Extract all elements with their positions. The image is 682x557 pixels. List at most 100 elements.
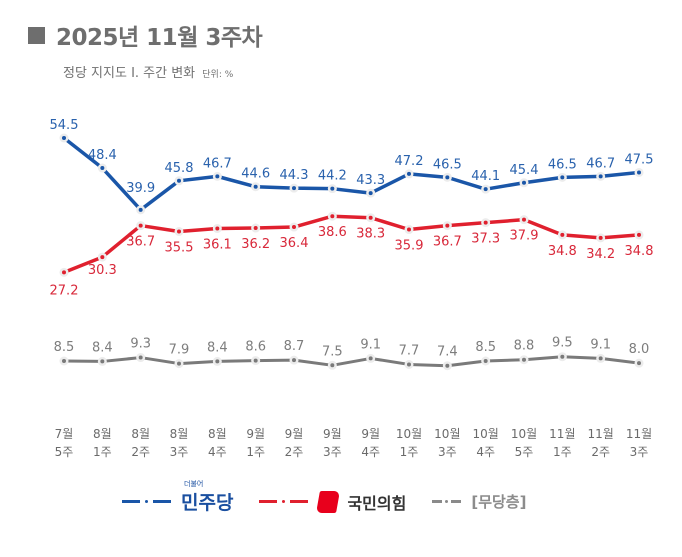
series-line-ppp: [63, 214, 640, 274]
series-ppp: 27.2 30.3 36.7 35.5 36.1 36.2 36.4 38.6 38.3 35.9…: [50, 211, 654, 298]
data-point-dpk: [330, 186, 335, 191]
page-title: 2025년 11월 3주차: [28, 18, 263, 52]
x-tick-week: 2주: [285, 445, 304, 459]
legend-item-none: [무당층]: [432, 491, 526, 512]
data-label-dpk: 43.3: [356, 173, 385, 188]
data-point-ppp: [215, 226, 220, 231]
data-label-dpk: 46.7: [203, 156, 232, 171]
data-point-dpk: [215, 174, 220, 179]
data-label-ppp: 37.9: [510, 229, 539, 244]
x-tick-week: 3주: [630, 445, 649, 459]
data-label-dpk: 47.2: [395, 154, 424, 169]
data-label-none: 8.8: [514, 339, 535, 354]
data-label-none: 9.5: [552, 336, 573, 351]
data-label-dpk: 44.3: [280, 168, 309, 183]
data-label-none: 8.0: [629, 342, 650, 357]
data-point-dpk: [368, 191, 373, 196]
data-label-ppp: 36.1: [203, 238, 232, 253]
data-label-ppp: 36.7: [126, 235, 155, 250]
data-label-dpk: 46.5: [548, 157, 577, 172]
x-tick-month: 11월: [549, 427, 575, 441]
x-tick-month: 7월: [55, 427, 74, 441]
legend-label-none: [무당층]: [471, 493, 527, 511]
x-tick-week: 4주: [476, 445, 495, 459]
data-label-ppp: 34.8: [548, 244, 577, 259]
x-tick-week: 4주: [361, 445, 380, 459]
data-point-ppp: [407, 227, 411, 232]
data-label-ppp: 35.9: [395, 239, 424, 254]
line-chart: 54.5 48.4 39.9 45.8 46.7 44.6 44.3 44.2 43.3 47.2…: [50, 118, 654, 459]
x-tick-month: 8월: [131, 427, 150, 441]
data-label-dpk: 47.5: [625, 152, 654, 167]
data-point-none: [407, 362, 411, 367]
chart-subtitle: 정당 지지도 Ⅰ. 주간 변화 단위: %: [63, 62, 233, 81]
data-point-ppp: [138, 223, 143, 228]
legend-line-none-icon: [432, 500, 462, 503]
x-tick-month: 10월: [473, 427, 499, 441]
data-point-ppp: [100, 255, 105, 260]
x-tick-week: 5주: [515, 445, 534, 459]
data-label-ppp: 27.2: [50, 283, 79, 298]
data-label-none: 8.6: [245, 340, 266, 355]
data-label-none: 9.1: [590, 337, 611, 352]
data-label-ppp: 38.6: [318, 225, 347, 240]
data-point-none: [598, 356, 603, 361]
x-tick-month: 10월: [396, 427, 422, 441]
subtitle-text: 정당 지지도 Ⅰ. 주간 변화: [63, 66, 196, 81]
legend-item-dpk: 더불어 민주당: [122, 480, 233, 515]
data-label-none: 7.5: [322, 344, 343, 359]
title-text: 2025년 11월 3주차: [56, 25, 263, 51]
data-point-ppp: [62, 270, 66, 275]
x-tick-month: 10월: [434, 427, 460, 441]
data-label-ppp: 34.8: [625, 244, 654, 259]
data-point-dpk: [292, 186, 296, 191]
legend-label-dpk: 더불어 민주당: [181, 480, 233, 515]
data-point-none: [100, 359, 105, 364]
data-point-dpk: [100, 166, 105, 171]
legend-item-ppp: 국민의힘: [259, 490, 406, 514]
data-label-ppp: 38.3: [356, 227, 385, 242]
data-point-dpk: [560, 175, 565, 180]
legend-line-ppp-icon: [259, 500, 309, 503]
data-point-ppp: [253, 226, 258, 231]
data-label-none: 7.4: [437, 345, 458, 360]
data-label-ppp: 36.4: [280, 236, 309, 251]
x-tick-week: 1주: [246, 445, 265, 459]
series-dpk: 54.5 48.4 39.9 45.8 46.7 44.6 44.3 44.2 43.3 47.2…: [50, 118, 654, 215]
data-label-none: 8.7: [284, 339, 305, 354]
data-point-none: [177, 361, 181, 366]
legend-label-ppp: 국민의힘: [316, 490, 407, 514]
x-tick-month: 10월: [511, 427, 537, 441]
data-point-none: [637, 361, 641, 366]
x-tick-week: 2주: [591, 445, 610, 459]
data-point-ppp: [330, 214, 335, 219]
data-label-dpk: 45.4: [510, 163, 539, 178]
data-point-ppp: [637, 232, 641, 237]
data-point-ppp: [292, 225, 296, 230]
legend-label-ppp-text: 국민의힘: [347, 493, 407, 513]
data-point-dpk: [407, 171, 411, 176]
data-point-none: [368, 356, 373, 361]
data-point-dpk: [177, 178, 181, 183]
data-point-dpk: [445, 175, 450, 180]
data-label-dpk: 45.8: [165, 161, 194, 176]
x-tick-week: 3주: [170, 445, 189, 459]
data-label-dpk: 54.5: [50, 118, 79, 133]
data-point-none: [292, 358, 296, 363]
data-point-ppp: [445, 223, 450, 228]
data-point-ppp: [560, 232, 565, 237]
x-tick-week: 3주: [323, 445, 342, 459]
data-label-dpk: 44.1: [471, 169, 500, 184]
data-label-none: 7.7: [399, 343, 420, 358]
data-point-ppp: [483, 220, 488, 225]
data-point-none: [253, 358, 258, 363]
legend-label-dpk-small: 더불어: [184, 480, 204, 488]
data-label-ppp: 30.3: [88, 263, 117, 278]
data-point-ppp: [368, 215, 373, 220]
data-label-none: 8.5: [475, 340, 496, 355]
series-line-none: [63, 355, 640, 368]
x-tick-month: 11월: [588, 427, 614, 441]
legend-line-dpk-icon: [122, 500, 171, 503]
x-tick-week: 5주: [55, 445, 74, 459]
unit-label: 단위: %: [202, 70, 234, 80]
